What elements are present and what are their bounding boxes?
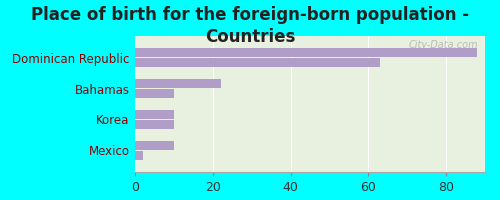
Bar bbox=[135, 110, 174, 119]
Bar bbox=[135, 151, 143, 160]
Bar bbox=[135, 48, 477, 57]
Bar bbox=[135, 79, 220, 88]
Text: City-Data.com: City-Data.com bbox=[408, 40, 478, 50]
Bar bbox=[135, 89, 174, 98]
Text: Place of birth for the foreign-born population -
Countries: Place of birth for the foreign-born popu… bbox=[31, 6, 469, 46]
Bar bbox=[135, 58, 380, 67]
Bar bbox=[135, 120, 174, 129]
Bar bbox=[135, 141, 174, 150]
